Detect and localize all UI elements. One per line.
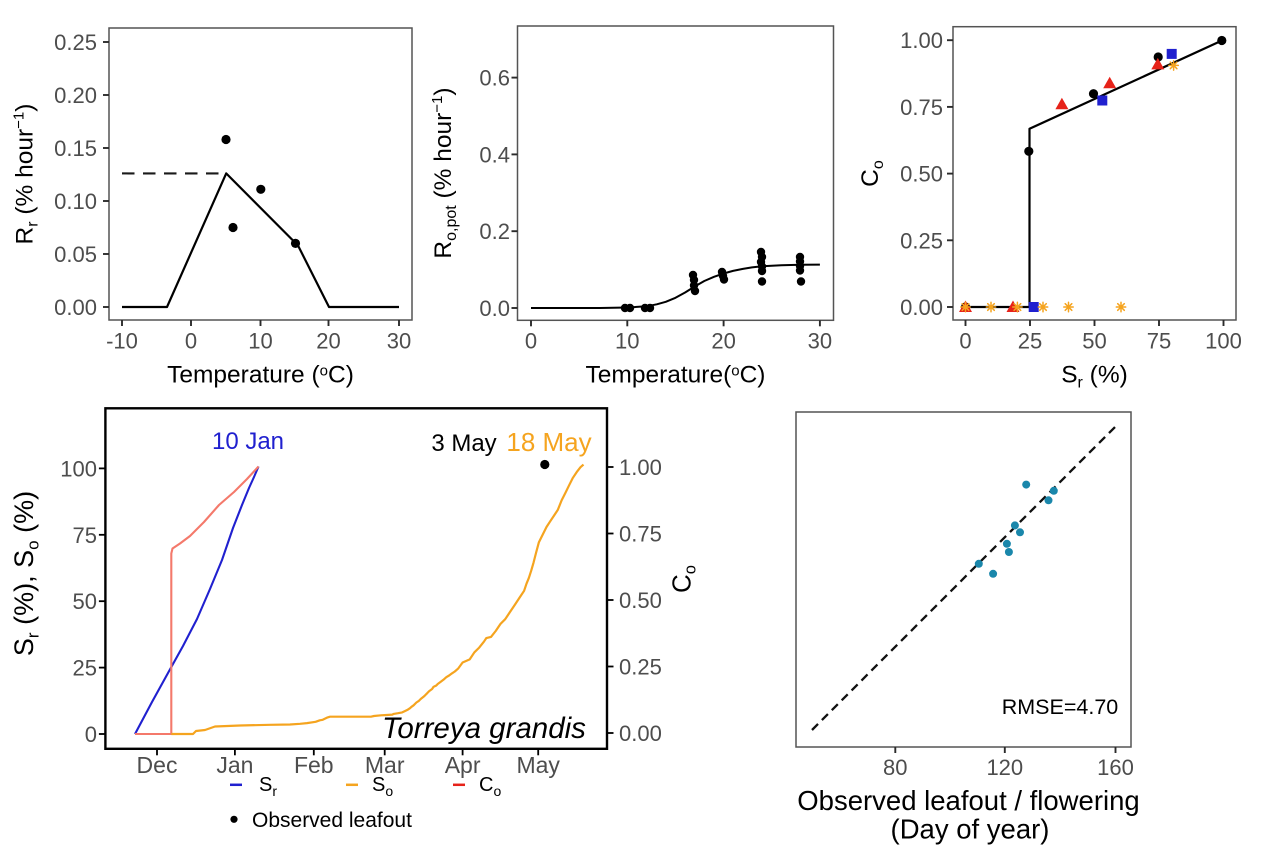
svg-text:Apr: Apr [445, 752, 481, 778]
svg-text:0.20: 0.20 [54, 83, 97, 108]
svg-text:25: 25 [1018, 329, 1042, 354]
svg-text:0.05: 0.05 [54, 242, 97, 267]
svg-text:50: 50 [73, 589, 97, 614]
svg-text:Co: Co [667, 565, 700, 593]
svg-text:0: 0 [85, 722, 97, 747]
svg-text:0.25: 0.25 [54, 30, 97, 55]
svg-text:Feb: Feb [294, 752, 334, 778]
svg-text:0.2: 0.2 [479, 219, 510, 244]
svg-text:-10: -10 [106, 329, 138, 354]
svg-text:1.00: 1.00 [619, 455, 662, 480]
svg-text:Observed leafout / flowering: Observed leafout / flowering [797, 785, 1139, 816]
svg-text:25: 25 [73, 656, 97, 681]
svg-text:0.00: 0.00 [619, 721, 662, 746]
svg-text:50: 50 [1082, 329, 1106, 354]
svg-text:0.75: 0.75 [619, 522, 662, 547]
svg-text:May: May [516, 752, 560, 778]
svg-text:30: 30 [808, 329, 832, 354]
svg-text:10: 10 [615, 329, 639, 354]
svg-text:120: 120 [986, 755, 1023, 780]
svg-text:0.25: 0.25 [900, 228, 943, 253]
svg-text:0.75: 0.75 [900, 95, 943, 120]
svg-text:1.00: 1.00 [900, 28, 943, 53]
svg-text:0.00: 0.00 [900, 295, 943, 320]
svg-text:Torreya grandis: Torreya grandis [382, 712, 586, 745]
svg-text:0.50: 0.50 [900, 162, 943, 187]
svg-text:0: 0 [185, 329, 197, 354]
svg-text:75: 75 [1147, 329, 1171, 354]
svg-text:Ro,pot (% hour−1): Ro,pot (% hour−1) [429, 87, 460, 258]
svg-text:Rr (% hour−1): Rr (% hour−1) [11, 104, 42, 245]
svg-text:100: 100 [1205, 329, 1242, 354]
svg-text:Sr (%), So (%): Sr (%), So (%) [9, 491, 43, 656]
svg-text:75: 75 [73, 523, 97, 548]
svg-text:0: 0 [525, 329, 537, 354]
svg-text:80: 80 [883, 755, 907, 780]
svg-text:30: 30 [387, 329, 411, 354]
svg-text:0.10: 0.10 [54, 189, 97, 214]
svg-text:Dec: Dec [137, 752, 178, 778]
svg-text:20: 20 [711, 329, 735, 354]
svg-text:(Day of year): (Day of year) [891, 814, 1050, 845]
svg-text:0.6: 0.6 [479, 66, 510, 91]
svg-text:0.00: 0.00 [54, 295, 97, 320]
svg-text:160: 160 [1097, 755, 1134, 780]
svg-text:100: 100 [60, 456, 97, 481]
svg-text:0.50: 0.50 [619, 588, 662, 613]
svg-text:20: 20 [316, 329, 340, 354]
svg-text:10 Jan: 10 Jan [212, 428, 284, 455]
svg-text:Observed leafout: Observed leafout [252, 809, 412, 832]
svg-text:Jan: Jan [216, 752, 253, 778]
svg-text:18 May: 18 May [506, 427, 591, 457]
svg-text:Mar: Mar [365, 752, 405, 778]
svg-text:0.4: 0.4 [479, 142, 510, 167]
svg-text:0.15: 0.15 [54, 136, 97, 161]
svg-text:Sr (%): Sr (%) [1061, 362, 1128, 392]
svg-text:10: 10 [248, 329, 272, 354]
svg-text:3 May: 3 May [431, 430, 496, 457]
svg-text:RMSE=4.70: RMSE=4.70 [1002, 695, 1119, 719]
svg-text:0: 0 [959, 329, 971, 354]
svg-text:0.25: 0.25 [619, 655, 662, 680]
svg-text:0.0: 0.0 [479, 296, 510, 321]
